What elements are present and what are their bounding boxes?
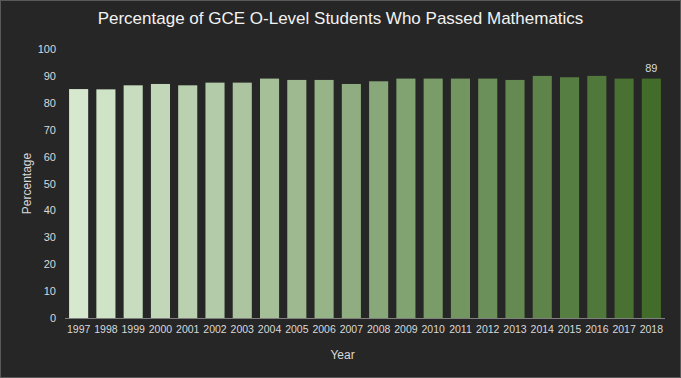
y-tick-label: 100 (38, 43, 56, 55)
y-tick-label: 10 (44, 285, 56, 297)
bar (478, 79, 497, 318)
x-tick-label: 1997 (67, 323, 91, 335)
x-tick-label: 2017 (612, 323, 636, 335)
x-tick-label: 2001 (176, 323, 200, 335)
bar (96, 89, 115, 318)
x-axis-line (65, 318, 665, 319)
background (1, 1, 681, 378)
x-tick-label: 2010 (422, 323, 446, 335)
y-tick-label: 0 (50, 312, 56, 324)
y-tick-label: 90 (44, 70, 56, 82)
x-tick-label: 2000 (149, 323, 173, 335)
x-tick-label: 2006 (312, 323, 336, 335)
x-tick-label: 2015 (558, 323, 582, 335)
bar (69, 89, 88, 318)
y-tick-label: 70 (44, 124, 56, 136)
y-tick-label: 40 (44, 204, 56, 216)
y-tick-label: 50 (44, 178, 56, 190)
bar (533, 76, 552, 318)
bar (287, 80, 306, 318)
bar (151, 84, 170, 318)
bar (205, 83, 224, 318)
annotation: 89 (645, 62, 657, 74)
x-tick-label: 2005 (285, 323, 309, 335)
x-tick-label: 2007 (340, 323, 364, 335)
x-tick-label: 1998 (94, 323, 118, 335)
y-tick-label: 30 (44, 231, 56, 243)
bar (505, 80, 524, 318)
x-tick-label: 2018 (640, 323, 664, 335)
title: Percentage of GCE O-Level Students Who P… (98, 9, 584, 28)
bar (451, 79, 470, 318)
bar (369, 81, 388, 318)
bar (342, 84, 361, 318)
x-tick-label: 2002 (203, 323, 227, 335)
bar (396, 79, 415, 318)
bar (233, 83, 252, 318)
bar (424, 79, 443, 318)
x-tick-label: 2003 (231, 323, 255, 335)
y-tick-label: 60 (44, 151, 56, 163)
bars (69, 76, 661, 318)
x-tick-label: 2013 (503, 323, 527, 335)
bar (178, 85, 197, 318)
y-tick-label: 80 (44, 97, 56, 109)
x-tick-label: 2008 (367, 323, 391, 335)
x-tick-label: 2012 (476, 323, 500, 335)
x-tick-label: 2016 (585, 323, 609, 335)
x-tick-label: 2009 (394, 323, 418, 335)
y-axis-title: Percentage (20, 152, 34, 214)
y-tick-label: 20 (44, 258, 56, 270)
x-tick-label: 2004 (258, 323, 282, 335)
x-tick-label: 2011 (449, 323, 472, 335)
chart: Percentage of GCE O-Level Students Who P… (0, 0, 681, 378)
bar (642, 79, 661, 318)
bar (315, 80, 334, 318)
x-tick-label: 2014 (531, 323, 555, 335)
bar (587, 76, 606, 318)
x-axis-title: Year (330, 348, 354, 362)
bar (260, 79, 279, 318)
bar (615, 79, 634, 318)
bar (560, 77, 579, 318)
x-tick-label: 1999 (122, 323, 146, 335)
bar (124, 85, 143, 318)
